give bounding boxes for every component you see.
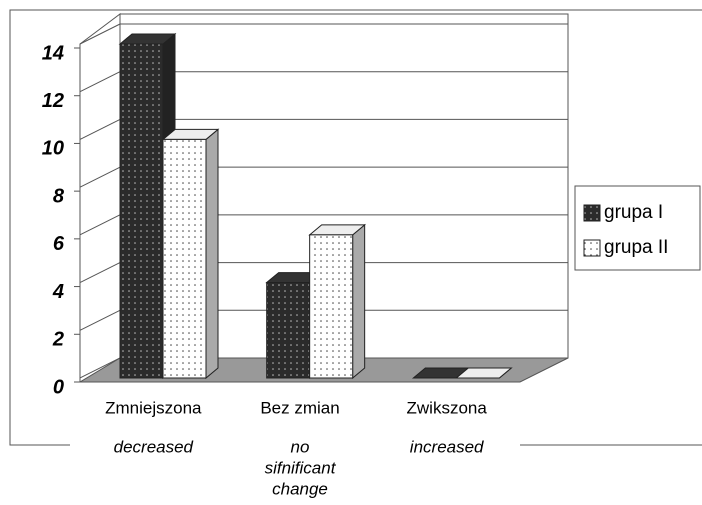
bar [308,223,367,380]
category-note: change [272,479,328,498]
y-tick-label: 2 [52,329,64,351]
category-note: sifnificant [265,458,337,477]
grid-line [79,166,121,188]
bar-front [162,138,207,379]
bar-front [119,43,164,379]
grid-line [79,23,121,45]
bar-top [454,367,513,379]
y-tick-label: 14 [42,42,64,64]
category-note: no [291,437,310,456]
x-tick-label: Bez zmian [260,398,339,417]
x-tick-label: Zwikszona [407,398,488,417]
y-tick-label: 4 [52,281,64,303]
bar [454,367,513,379]
x-tick-label: Zmniejszona [105,398,202,417]
legend-label: grupa I [604,202,663,223]
y-tick-label: 10 [42,138,64,160]
bar [161,128,220,380]
y-tick-label: 6 [53,233,65,255]
grid-line [79,118,121,140]
y-tick-label: 12 [42,90,64,112]
legend-label: grupa II [604,237,668,258]
category-note: increased [410,437,484,456]
grid-line [79,262,121,284]
bar-side [205,128,219,380]
bar-front [309,234,354,379]
legend-swatch [583,239,601,257]
grid-line [79,309,121,331]
category-note: decreased [114,437,194,456]
grid-line [79,214,121,236]
y-tick-label: 8 [53,185,65,207]
y-tick-label: 0 [53,376,64,398]
bar-side [352,223,366,380]
grid-line [79,71,121,93]
side-wall [79,13,121,379]
legend-swatch [583,204,601,222]
frame [9,9,702,446]
bar-front [266,282,311,379]
